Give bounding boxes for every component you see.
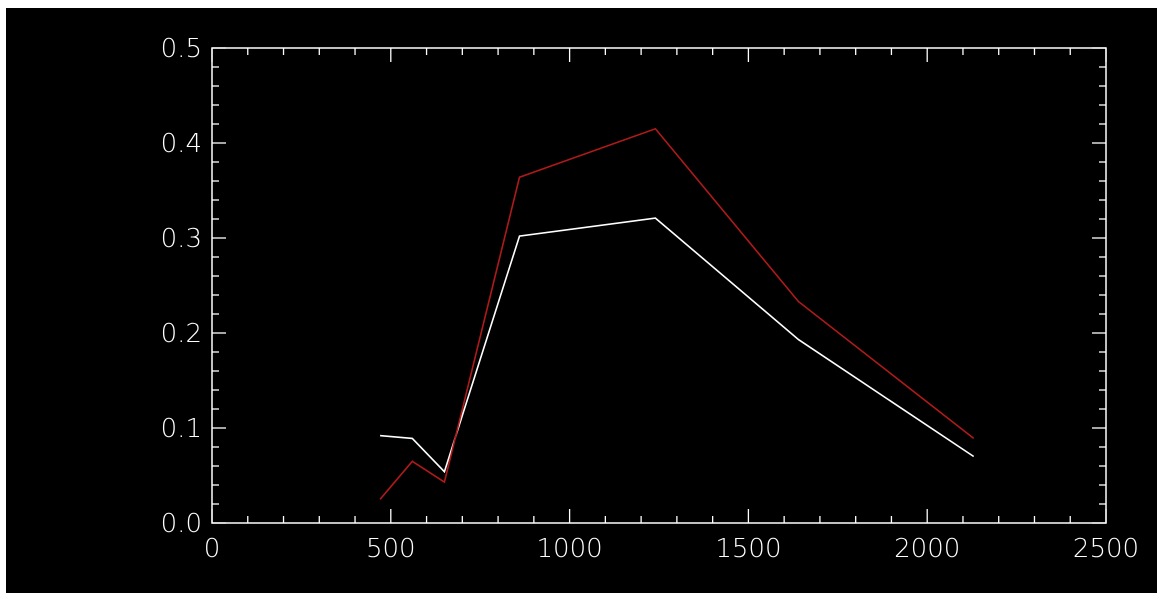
- y-tick-label: 0.5: [161, 34, 202, 64]
- x-tick-labels: 0 500 1000 1500 2000 2500: [204, 534, 1139, 564]
- y-tick-label: 0.2: [161, 319, 202, 349]
- y-tick-labels: 0.0 0.1 0.2 0.3 0.4 0.5: [161, 34, 202, 539]
- x-tick-label: 2000: [894, 534, 960, 564]
- x-tick-label: 0: [204, 534, 221, 564]
- x-tick-label: 500: [366, 534, 416, 564]
- plot-canvas: 0 500 1000 1500 2000 2500 0.0 0.1 0.2 0.3 0.4 0.5: [6, 8, 1157, 593]
- series-line-2: [379, 127, 975, 500]
- x-tick-label: 1000: [537, 534, 603, 564]
- line-chart: 0 500 1000 1500 2000 2500 0.0 0.1 0.2 0.3 0.4 0.5: [161, 34, 1139, 564]
- major-ticks: [211, 47, 1107, 524]
- series-lines: [379, 127, 975, 500]
- series-line-1: [380, 217, 975, 474]
- y-tick-label: 0.3: [161, 224, 202, 254]
- y-tick-label: 0.1: [161, 414, 202, 444]
- y-tick-label: 0.0: [161, 509, 202, 539]
- y-tick-label: 0.4: [161, 129, 202, 159]
- x-tick-label: 2500: [1073, 534, 1139, 564]
- minor-ticks: [212, 48, 1106, 523]
- x-tick-label: 1500: [715, 534, 781, 564]
- plot-frame: [211, 47, 1107, 524]
